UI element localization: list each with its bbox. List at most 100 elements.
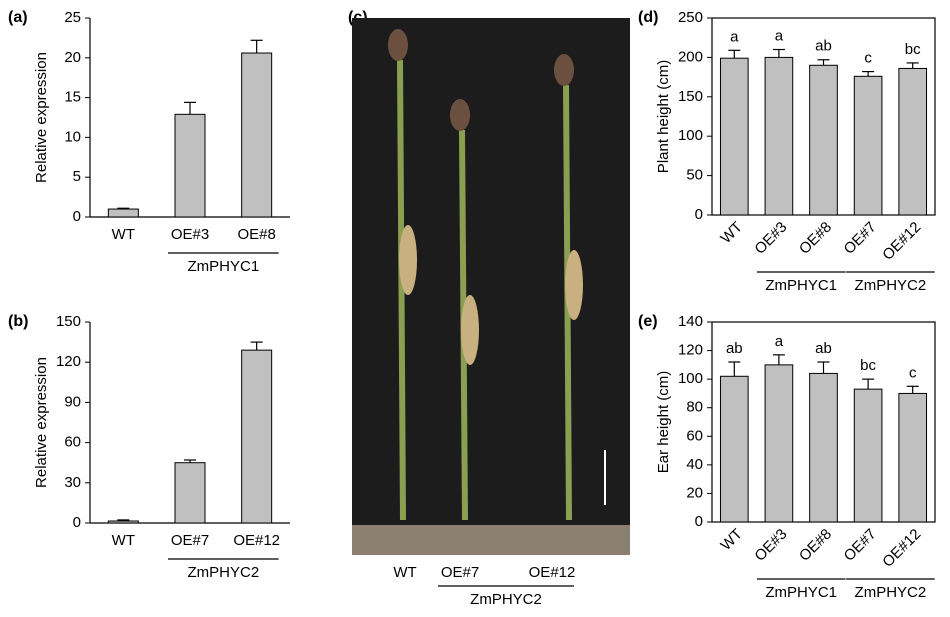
bar <box>719 57 749 216</box>
bar <box>107 208 139 218</box>
group-label: ZmPHYC2 <box>187 564 259 581</box>
error-bar <box>817 59 830 66</box>
group-label: ZmPHYC2 <box>855 584 927 601</box>
group-label: ZmPHYC1 <box>765 584 837 601</box>
significance-letter: c <box>909 364 917 381</box>
significance-letter: ab <box>815 340 832 357</box>
bar <box>241 52 273 218</box>
y-tick-label: 20 <box>686 484 703 501</box>
x-tick-label: OE#8 <box>237 226 275 243</box>
bar <box>809 372 838 523</box>
y-tick-label: 20 <box>64 49 81 66</box>
error-bar <box>184 101 196 115</box>
bar <box>107 520 139 524</box>
error-bar <box>728 49 741 59</box>
y-tick-label: 150 <box>56 313 81 330</box>
x-tick-label: OE#3 <box>751 219 790 258</box>
stalk <box>397 59 406 521</box>
x-tick-label: OE#12 <box>529 564 576 581</box>
y-tick-label: 60 <box>686 427 703 444</box>
x-tick-label: WT <box>717 526 746 555</box>
y-tick-label: 90 <box>64 393 81 410</box>
photo-background <box>352 18 630 555</box>
y-tick-label: 100 <box>678 127 703 144</box>
y-tick-label: 80 <box>686 399 703 416</box>
ear <box>565 250 583 320</box>
y-tick-label: 30 <box>64 474 81 491</box>
x-tick-label: WT <box>112 226 135 243</box>
y-tick-label: 100 <box>678 370 703 387</box>
y-axis-label: Plant height (cm) <box>655 60 672 173</box>
bar <box>898 67 928 216</box>
photo-ground <box>352 525 630 555</box>
bar <box>241 349 273 524</box>
bar <box>853 75 883 216</box>
group-label: ZmPHYC2 <box>855 277 927 294</box>
error-bar <box>906 62 919 69</box>
panel-label: (b) <box>8 313 28 330</box>
significance-letter: a <box>775 27 784 44</box>
y-tick-label: 10 <box>64 128 81 145</box>
x-tick-label: OE#8 <box>796 219 835 258</box>
significance-letter: bc <box>905 41 921 58</box>
bar <box>174 113 206 218</box>
error-bar <box>906 385 919 394</box>
x-tick-label: OE#7 <box>841 219 880 258</box>
x-tick-label: OE#8 <box>796 526 835 565</box>
x-tick-label: WT <box>112 532 135 549</box>
significance-letter: a <box>775 333 784 350</box>
bar <box>853 388 883 523</box>
y-tick-label: 120 <box>678 342 703 359</box>
y-axis-label: Relative expression <box>33 52 50 183</box>
group-label: ZmPHYC1 <box>765 277 837 294</box>
x-tick-label: OE#3 <box>751 526 790 565</box>
bar <box>719 375 749 523</box>
y-tick-label: 120 <box>56 353 81 370</box>
group-label: ZmPHYC2 <box>470 591 542 608</box>
x-tick-label: OE#12 <box>879 219 924 264</box>
significance-letter: ab <box>815 38 832 55</box>
bar <box>174 462 206 524</box>
error-bar <box>184 459 196 463</box>
y-tick-label: 15 <box>64 89 81 106</box>
bar <box>898 392 928 523</box>
y-tick-label: 25 <box>64 9 81 26</box>
y-tick-label: 0 <box>695 206 703 223</box>
y-tick-label: 0 <box>73 208 81 225</box>
error-bar <box>728 361 741 377</box>
x-tick-label: WT <box>393 564 416 581</box>
tassel <box>554 54 574 86</box>
panel-label: (d) <box>638 9 658 26</box>
y-tick-label: 140 <box>678 313 703 330</box>
y-tick-label: 0 <box>73 514 81 531</box>
y-tick-label: 60 <box>64 434 81 451</box>
significance-letter: ab <box>726 340 743 357</box>
x-tick-label: OE#7 <box>441 564 479 581</box>
tassel <box>388 29 408 61</box>
significance-letter: c <box>864 50 872 67</box>
bar <box>809 64 838 216</box>
error-bar <box>862 70 875 77</box>
y-tick-label: 5 <box>73 168 81 185</box>
x-tick-label: OE#3 <box>171 226 209 243</box>
error-bar <box>772 48 785 58</box>
panel-label: (e) <box>638 313 658 330</box>
y-tick-label: 0 <box>695 513 703 530</box>
panel-label: (a) <box>8 9 28 26</box>
error-bar <box>117 519 130 521</box>
y-axis-label: Relative expression <box>33 357 50 488</box>
error-bar <box>817 361 830 374</box>
error-bar <box>250 39 263 54</box>
error-bar <box>250 341 263 351</box>
ear <box>461 295 479 365</box>
y-tick-label: 200 <box>678 48 703 65</box>
bar <box>764 364 794 523</box>
tassel <box>450 99 470 131</box>
significance-letter: bc <box>860 357 876 374</box>
error-bar <box>772 354 785 365</box>
y-axis-label: Ear height (cm) <box>655 371 672 474</box>
x-tick-label: OE#7 <box>841 526 880 565</box>
x-tick-label: OE#7 <box>171 532 209 549</box>
bar <box>764 56 794 216</box>
y-tick-label: 40 <box>686 456 703 473</box>
